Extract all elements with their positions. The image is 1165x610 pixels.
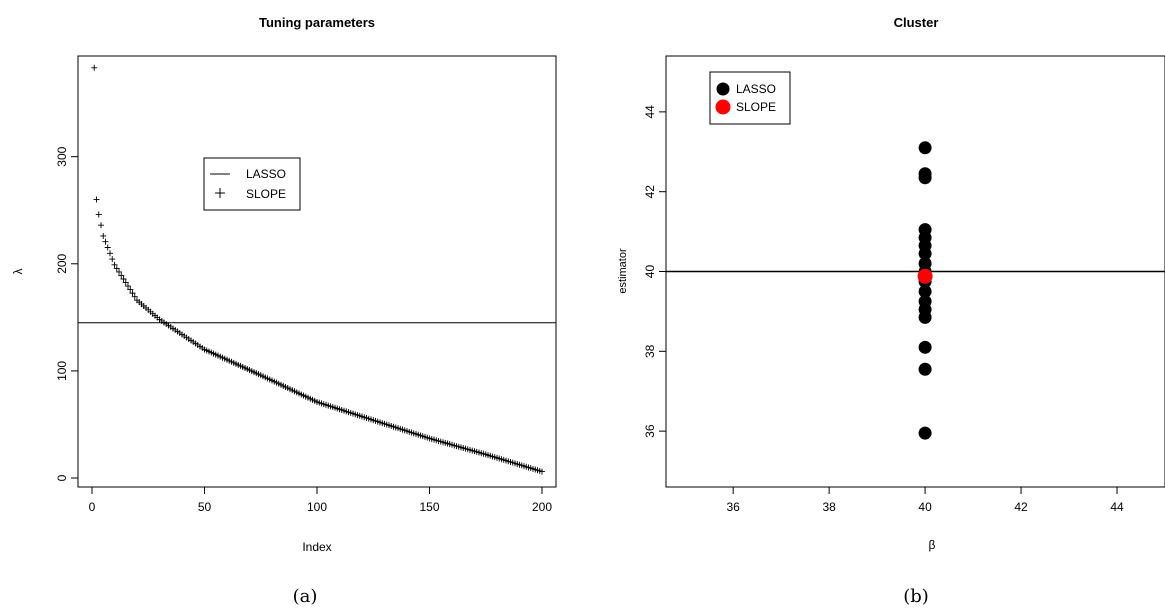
panel-a-x-tick-label: 50	[198, 500, 212, 514]
panel-b: Cluster 36 38 40 42 44 36 38 40 42 44 β estimato…	[617, 15, 1165, 607]
panel-b-slope-point	[917, 268, 933, 284]
panel-a-slope-point	[107, 250, 113, 257]
panel-b-x-tick-label: 40	[918, 500, 932, 514]
panel-a-y-tick-label: 100	[55, 361, 69, 381]
panel-a-y-tick-label: 0	[55, 474, 69, 481]
panel-a-legend: LASSO SLOPE	[203, 157, 301, 211]
panel-a-slope-point	[102, 238, 109, 245]
panel-b-lasso-point	[918, 141, 932, 155]
panel-a-slope-point	[93, 196, 100, 203]
panel-a-x-tick-label: 100	[307, 500, 327, 514]
panel-b-lasso-point	[918, 340, 932, 354]
panel-a-slope-point	[118, 272, 125, 279]
panel-b-x-tick-label: 36	[726, 500, 740, 514]
panel-a-slope-point	[111, 261, 118, 268]
panel-b-y-tick-label: 36	[643, 424, 657, 438]
panel-a-y-label: λ	[11, 269, 25, 275]
panel-a-y-tick-label: 300	[55, 146, 69, 166]
panel-b-y-tick-label: 44	[643, 105, 657, 119]
panel-b-lasso-point	[918, 362, 932, 376]
panel-a-slope-point	[122, 279, 129, 286]
panel-a-x-tick-label: 200	[532, 500, 552, 514]
panel-b-lasso-point	[918, 426, 932, 440]
panel-b-legend-lasso-symbol	[716, 82, 730, 96]
panel-b-y-tick-label: 42	[643, 185, 657, 199]
panel-a-slope-point	[113, 265, 120, 272]
panel-b-lasso-point	[918, 171, 932, 185]
panel-b-lasso-point	[918, 284, 932, 298]
panel-b-title: Cluster	[894, 15, 939, 30]
panel-b-x-axis: 36 38 40 42 44	[726, 486, 1124, 514]
panel-b-x-label: β	[929, 538, 936, 552]
panel-a-slope-point	[98, 222, 104, 229]
panel-a-slope-point	[95, 211, 102, 218]
panel-a-y-axis: 0 100 200 300	[55, 146, 79, 481]
panel-a-slope-point	[120, 275, 127, 282]
panel-b-y-tick-label: 40	[643, 265, 657, 279]
panel-a-x-label: Index	[302, 540, 331, 554]
panel-a-legend-slope-symbol	[215, 188, 225, 198]
panel-b-y-axis: 36 38 40 42 44	[643, 105, 667, 438]
panel-b-legend-slope-label: SLOPE	[736, 100, 776, 114]
panel-b-points	[917, 141, 933, 440]
panel-a-legend-plus-mark	[215, 188, 225, 198]
panel-a-slope-point	[131, 293, 138, 300]
panel-a-slope-point	[100, 232, 107, 239]
panel-a-legend-slope-label: SLOPE	[246, 187, 286, 201]
panel-b-y-label: estimator	[617, 248, 629, 294]
panel-a-y-tick-label: 200	[55, 253, 69, 273]
panel-b-lasso-point	[918, 310, 932, 324]
panel-a-slope-point	[109, 256, 116, 263]
panel-a-slope-point	[116, 268, 122, 275]
panel-a-x-tick-label: 0	[89, 500, 96, 514]
panel-b-legend-slope-symbol	[715, 99, 731, 115]
panel-a-slope-point	[129, 290, 136, 297]
panel-b-legend-box	[709, 71, 791, 125]
panel-a-slope-points	[91, 64, 545, 475]
panel-b-x-tick-label: 44	[1110, 500, 1124, 514]
panel-a-slope-point	[91, 64, 98, 71]
panel-a-slope-point	[125, 283, 131, 290]
panel-b-caption: (b)	[903, 586, 929, 607]
panel-b-lasso-point	[918, 247, 932, 261]
panel-b-x-tick-label: 42	[1014, 500, 1028, 514]
panel-a-x-axis: 0 50 100 150 200	[89, 486, 552, 514]
panel-a-slope-point	[539, 468, 545, 475]
panel-a-legend-box	[203, 157, 301, 211]
panel-b-x-tick-label: 38	[822, 500, 836, 514]
panel-a-plot-frame	[77, 55, 557, 488]
panel-b-legend: LASSO SLOPE	[709, 71, 791, 125]
panel-a-slope-point	[127, 286, 134, 293]
panel-b-legend-lasso-label: LASSO	[736, 82, 776, 96]
panel-a-caption: (a)	[293, 586, 318, 607]
panel-b-y-tick-label: 38	[643, 344, 657, 358]
panel-a: Tuning parameters 0 50 100 150 200 0 100 200 30…	[11, 15, 557, 607]
panel-a-x-tick-label: 150	[419, 500, 439, 514]
panel-a-slope-point	[104, 244, 111, 251]
panel-a-title: Tuning parameters	[259, 15, 375, 30]
panel-a-legend-lasso-label: LASSO	[246, 167, 286, 181]
